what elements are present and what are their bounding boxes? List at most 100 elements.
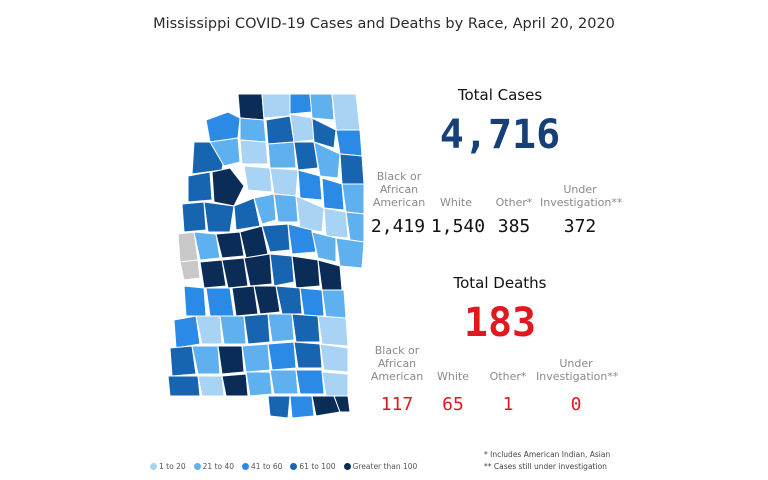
county	[193, 231, 221, 261]
county	[261, 93, 291, 119]
county	[243, 165, 273, 193]
county	[331, 93, 361, 131]
legend-swatch	[150, 463, 157, 470]
county	[205, 287, 235, 317]
county	[239, 139, 269, 165]
county	[253, 193, 277, 225]
county	[289, 113, 315, 143]
county	[299, 287, 325, 317]
county	[211, 167, 245, 207]
chart-title: Mississippi COVID-19 Cases and Deaths by…	[153, 16, 615, 32]
county	[333, 395, 351, 413]
county	[317, 315, 349, 347]
legend-swatch	[193, 463, 201, 470]
county	[275, 285, 303, 315]
legend-item: Greater than 100	[343, 462, 417, 471]
county	[219, 315, 247, 345]
county	[187, 171, 213, 203]
county	[261, 223, 291, 253]
county	[169, 345, 197, 377]
county	[203, 201, 235, 233]
county	[269, 369, 299, 395]
county	[289, 395, 315, 419]
legend-swatch	[343, 463, 351, 470]
county	[197, 375, 225, 397]
county	[191, 345, 221, 375]
county	[195, 315, 223, 345]
legend-item: 1 to 20	[150, 462, 186, 471]
county	[267, 141, 297, 169]
county	[173, 315, 201, 349]
deaths-label-white: White	[437, 370, 469, 383]
county	[239, 117, 267, 143]
county	[317, 259, 343, 291]
county	[293, 341, 323, 369]
county	[313, 141, 341, 179]
county	[297, 169, 323, 201]
legend-item: 41 to 60	[242, 462, 282, 471]
county	[265, 115, 295, 145]
county	[269, 253, 295, 287]
cases-label-white: White	[440, 196, 472, 209]
county	[167, 375, 201, 397]
total-deaths-value: 183	[463, 300, 537, 346]
county	[335, 129, 363, 157]
county	[243, 313, 271, 345]
deaths-value-white: 65	[442, 394, 464, 415]
cases-value-investigation: 372	[563, 216, 597, 237]
cases-value-black: 2,419	[370, 216, 426, 237]
mississippi-county-map	[167, 93, 365, 419]
county	[287, 223, 317, 255]
map-legend: 1 to 20 21 to 40 41 to 60 61 to 100 Grea…	[150, 462, 417, 471]
county	[321, 177, 345, 211]
total-cases-value: 4,716	[439, 112, 561, 158]
deaths-label-other: Other*	[489, 370, 527, 383]
county	[245, 371, 273, 397]
county	[293, 141, 319, 171]
county	[243, 253, 273, 287]
county	[321, 289, 347, 319]
county	[269, 167, 299, 197]
cases-label-investigation: Under Investigation**	[540, 183, 623, 209]
county-no-data	[179, 259, 201, 281]
county	[289, 93, 313, 115]
county	[267, 313, 295, 343]
county	[221, 257, 249, 289]
county	[335, 237, 365, 269]
county	[205, 111, 241, 143]
county	[291, 313, 321, 343]
county	[237, 93, 265, 121]
deaths-label-black: Black or African American	[370, 344, 424, 383]
county	[241, 343, 271, 373]
county	[311, 117, 337, 149]
county	[291, 255, 321, 289]
footnote-investigation: ** Cases still under investigation	[484, 462, 607, 471]
county	[183, 285, 207, 317]
county	[311, 231, 337, 263]
deaths-value-black: 117	[380, 394, 414, 415]
county	[209, 137, 241, 167]
county	[181, 201, 207, 233]
county	[295, 195, 325, 233]
county	[199, 259, 227, 289]
county	[267, 395, 291, 419]
cases-label-other: Other*	[495, 196, 533, 209]
deaths-value-investigation: 0	[570, 394, 582, 415]
total-deaths-heading: Total Deaths	[453, 274, 547, 292]
county	[267, 341, 297, 371]
county	[323, 207, 349, 239]
county	[319, 343, 349, 373]
legend-swatch	[242, 463, 250, 470]
legend-swatch	[290, 463, 298, 470]
county	[215, 231, 245, 259]
total-cases-heading: Total Cases	[457, 86, 543, 104]
county	[253, 285, 281, 315]
county	[231, 285, 259, 317]
footnote-other: * Includes American Indian, Asian	[484, 450, 611, 459]
deaths-value-other: 1	[502, 394, 514, 415]
cases-value-other: 385	[497, 216, 531, 237]
county	[233, 197, 261, 231]
county	[295, 369, 325, 395]
county	[309, 93, 335, 121]
cases-value-white: 1,540	[430, 216, 486, 237]
